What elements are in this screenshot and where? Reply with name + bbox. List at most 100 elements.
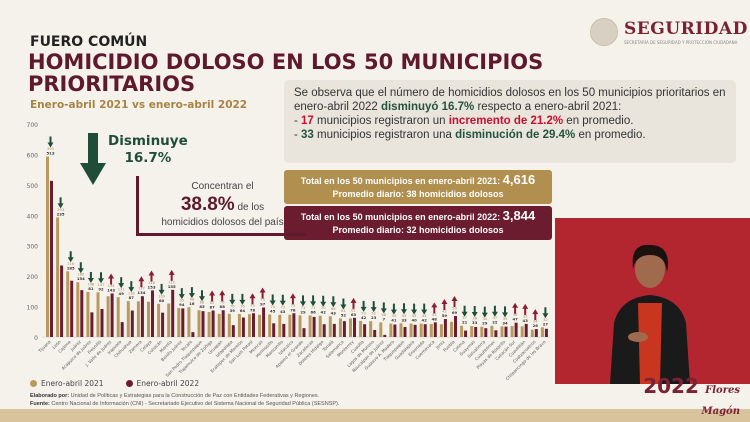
- bar-2021: [187, 307, 191, 337]
- bar-2021: [359, 320, 363, 337]
- down-arrow-icon: [421, 303, 428, 315]
- decrease-callout: Disminuye 16.7%: [108, 133, 188, 167]
- badge-text: Flores Magón: [701, 385, 740, 417]
- page-title: HOMICIDIO DOLOSO EN LOS 50 MUNICIPIOS PR…: [28, 50, 544, 96]
- data-label-2022: 26: [533, 323, 539, 328]
- bar-2021: [167, 303, 171, 337]
- data-label-2022: 42: [422, 318, 428, 323]
- bar-2021: [500, 326, 504, 337]
- y-tick-label: 200: [27, 274, 39, 281]
- down-arrow-icon: [380, 302, 387, 314]
- data-label-2021: 147: [98, 283, 105, 287]
- down-arrow-icon: [199, 290, 205, 302]
- bar-2021: [419, 323, 423, 337]
- down-arrow-icon: [98, 272, 104, 284]
- data-label-2022: 85: [199, 304, 205, 309]
- callout-text: Concentran el: [191, 181, 254, 192]
- data-label-2021: 74: [270, 305, 275, 309]
- data-label-2022: 21: [462, 320, 468, 325]
- y-tick-label: 400: [27, 213, 39, 220]
- down-arrow-icon: [300, 295, 306, 307]
- bar-2021: [258, 314, 262, 337]
- bar-2022: [60, 265, 64, 337]
- bar-2021: [207, 312, 211, 337]
- data-label-2022: 52: [341, 312, 347, 317]
- data-label-2022: 87: [209, 305, 215, 310]
- summary-box: Se observa que el número de homicidios d…: [284, 80, 736, 163]
- bar-2021: [470, 326, 474, 337]
- down-arrow-icon: [471, 306, 478, 318]
- text: municipios registraron un: [313, 115, 449, 127]
- data-label-2022: 153: [148, 284, 156, 289]
- down-arrow-icon: [77, 262, 84, 274]
- data-label-2021: 180: [77, 273, 85, 277]
- legend-swatch: [30, 380, 37, 387]
- bar-2022: [524, 323, 528, 337]
- bar-2021: [429, 323, 433, 337]
- bar-2021: [369, 321, 373, 337]
- bar-2021: [278, 314, 282, 337]
- bar-2022: [130, 310, 134, 337]
- bar-2021: [308, 315, 312, 337]
- data-label-2021: 44: [422, 314, 427, 318]
- down-arrow-icon: [390, 303, 397, 315]
- summary-paragraph: Se observa que el número de homicidios d…: [294, 86, 726, 114]
- legend-label: Enero-abril 2022: [136, 379, 200, 388]
- data-label-2022: 513: [47, 151, 55, 156]
- bar-2021: [248, 314, 251, 337]
- down-arrow-icon: [57, 197, 64, 209]
- data-label-2021: 73: [291, 304, 296, 308]
- badge-year: 2022: [643, 374, 699, 398]
- bar-2021: [450, 321, 453, 337]
- data-label-2022: 59: [442, 313, 448, 318]
- bar-2022: [252, 313, 255, 337]
- down-arrow-icon: [340, 298, 347, 310]
- bar-2022: [262, 307, 266, 337]
- down-arrow-icon: [481, 306, 488, 318]
- bar-2021: [177, 308, 181, 337]
- bar-2021: [349, 318, 352, 337]
- data-label-2022: 23: [371, 315, 377, 320]
- data-label-2021: 34: [483, 317, 488, 321]
- text: municipios registraron una: [313, 129, 456, 141]
- bar-2021: [197, 310, 201, 337]
- up-arrow-icon: [522, 303, 529, 315]
- up-arrow-icon: [512, 302, 519, 314]
- bar-2022: [231, 325, 235, 337]
- bar-2021: [46, 156, 49, 337]
- data-label-2022: 16: [189, 301, 195, 306]
- bar-2021: [237, 313, 241, 337]
- bar-2022: [353, 317, 356, 337]
- down-arrow-icon: [229, 293, 236, 305]
- down-arrow-icon: [269, 294, 276, 306]
- data-label-2022: 64: [240, 308, 246, 313]
- data-label-2022: 42: [361, 315, 367, 320]
- bar-2022: [292, 313, 296, 337]
- down-arrow-icon: [279, 294, 286, 306]
- seal-icon: [590, 18, 618, 46]
- y-tick-label: 600: [27, 152, 39, 159]
- bar-2021: [460, 325, 464, 337]
- data-label-2022: 43: [331, 310, 337, 315]
- up-arrow-icon: [532, 309, 539, 321]
- bar-2022: [191, 332, 195, 337]
- data-label-2021: 50: [452, 307, 457, 311]
- bar-2022: [90, 312, 94, 337]
- up-arrow-icon: [289, 293, 296, 305]
- legend-item-2022: Enero-abril 2022: [125, 379, 200, 388]
- data-label-2022: 27: [543, 321, 549, 326]
- down-arrow-icon: [239, 293, 246, 305]
- data-label-2022: 47: [512, 317, 518, 322]
- down-arrow-icon: [158, 283, 165, 295]
- bar-2022: [433, 322, 437, 337]
- data-label-2021: 37: [493, 316, 498, 320]
- data-label-2021: 98: [190, 298, 195, 302]
- data-label-2021: 118: [128, 292, 136, 296]
- data-label-2022: 29: [300, 309, 306, 314]
- up-arrow-icon: [138, 276, 145, 288]
- data-label-2021: 42: [442, 310, 447, 314]
- bar-2022: [504, 326, 508, 337]
- data-label-2022: 94: [179, 302, 185, 307]
- data-label-2022: 134: [137, 290, 145, 295]
